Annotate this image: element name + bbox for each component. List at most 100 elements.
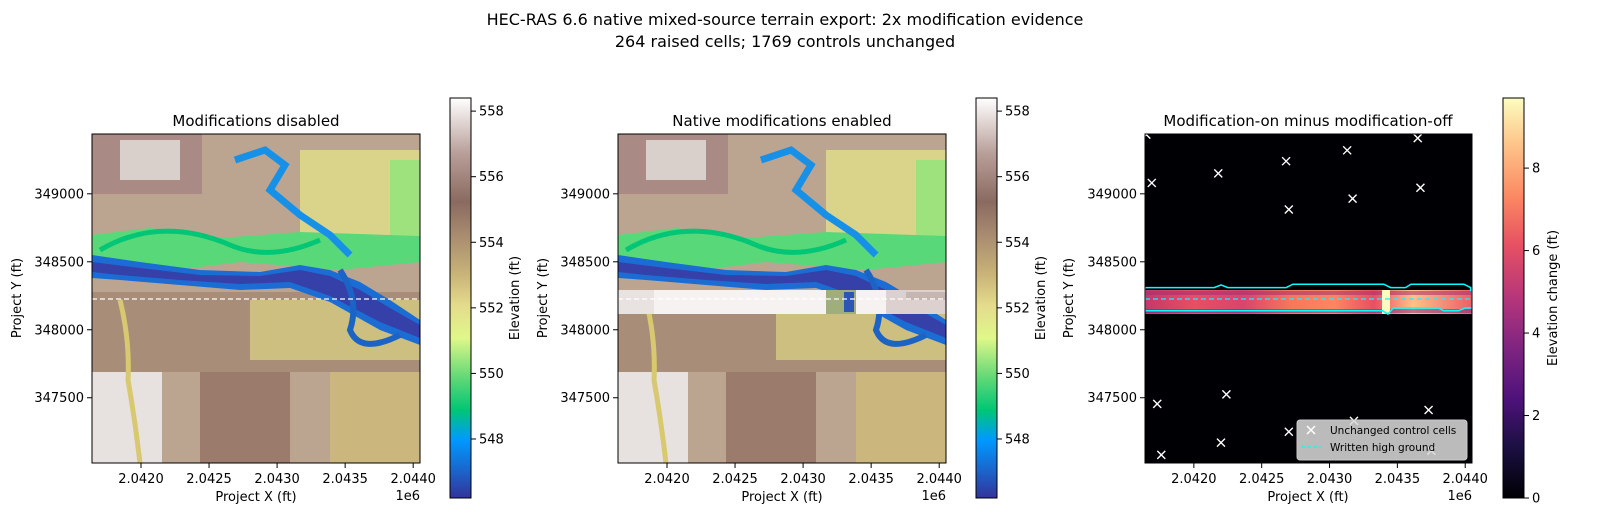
control-point-marker: [1415, 183, 1425, 193]
panel2-ytick-label: 347500: [560, 391, 610, 406]
panel1-xlabel: Project X (ft): [215, 490, 296, 505]
panel2-ytick-label: 348000: [560, 323, 610, 338]
control-point-stroke: [1281, 156, 1291, 166]
panel2-ytick-label: 349000: [560, 187, 610, 202]
panel2-x-offset: 1e6: [921, 489, 946, 504]
control-point-stroke: [1216, 438, 1226, 448]
panel2-colorbar-tick-label: 558: [1005, 105, 1030, 120]
control-point-marker: [1147, 178, 1157, 188]
control-point-stroke: [1342, 145, 1352, 155]
panel2-colorbar-tick-label: 556: [1005, 170, 1030, 185]
panel3-frame: [1144, 133, 1473, 464]
panel3-colorbar-tick-label: 6: [1532, 244, 1540, 259]
panel3-legend: Unchanged control cells Written high gro…: [1296, 419, 1468, 461]
panel2-xtick-label: 2.0420: [644, 472, 690, 487]
panel2-colorbar: [975, 97, 998, 499]
control-point-marker: [1152, 399, 1162, 409]
panel3-ytick-label: 347500: [1087, 391, 1137, 406]
control-point-stroke: [1221, 389, 1231, 399]
panel3-colorbar: [1502, 97, 1525, 499]
figure-title-line2: 264 raised cells; 1769 controls unchange…: [615, 32, 955, 51]
panel1-xtick-label: 2.0430: [254, 472, 300, 487]
panel1-colorbar: [449, 97, 472, 499]
panel1-x-offset: 1e6: [395, 489, 420, 504]
panel3-colorbar-label: Elevation change (ft): [1546, 230, 1561, 366]
control-point-stroke: [1284, 204, 1294, 214]
panel3-xtick-label: 2.0425: [1239, 472, 1285, 487]
control-point-stroke: [1415, 183, 1425, 193]
control-point-stroke: [1424, 405, 1434, 415]
legend-entry-high-ground: Written high ground: [1330, 442, 1435, 454]
control-point-marker: [1156, 450, 1166, 460]
panel1-colorbar-tick-label: 552: [479, 301, 504, 316]
panel2-ytick-label: 348500: [560, 255, 610, 270]
panel2-axis-ticks: 2.0420 2.0425 2.0430 2.0435 2.0440 347500 3480…: [560, 187, 962, 487]
panel1-xtick-label: 2.0440: [390, 472, 436, 487]
control-point-stroke: [1152, 399, 1162, 409]
control-point-marker: [1284, 204, 1294, 214]
control-point-stroke: [1145, 134, 1149, 138]
panel3-control-points: [1145, 134, 1436, 460]
panel2-title: Native modifications enabled: [672, 112, 891, 130]
panel2-colorbar-tick-label: 552: [1005, 301, 1030, 316]
control-point-marker: [1281, 156, 1291, 166]
panel3-ylabel: Project Y (ft): [1062, 258, 1077, 338]
panel2-colorbar-label: Elevation (ft): [1034, 256, 1049, 340]
control-point-stroke: [1156, 450, 1166, 460]
panel1-ytick-label: 348000: [34, 323, 84, 338]
panel1-ytick-label: 349000: [34, 187, 84, 202]
panel3-xlabel: Project X (ft): [1267, 490, 1348, 505]
panel-modifications-disabled: Modifications disabled 2.0420 2.0425 2.043…: [10, 97, 523, 505]
panel3-colorbar-tick-label: 0: [1532, 492, 1540, 507]
panel1-xtick-label: 2.0435: [322, 472, 368, 487]
panel2-colorbar-tick-label: 550: [1005, 367, 1030, 382]
panel2-xtick-label: 2.0440: [916, 472, 962, 487]
panel1-colorbar-tick-label: 548: [479, 432, 504, 447]
panel1-colorbar-ticks: 548 550 552 554 556 558: [471, 105, 504, 447]
panel3-colorbar-ticks: 0 2 4 6 8: [1524, 162, 1540, 507]
panel1-axis-ticks: 2.0420 2.0425 2.0430 2.0435 2.0440 347500 3480…: [34, 187, 436, 487]
panel1-terrain-map: [92, 134, 420, 463]
panel1-xtick-label: 2.0425: [186, 472, 232, 487]
panel3-xtick-label: 2.0435: [1375, 472, 1421, 487]
panel2-xtick-label: 2.0435: [848, 472, 894, 487]
control-point-marker: [1284, 427, 1294, 437]
panel1-colorbar-tick-label: 554: [479, 236, 504, 251]
control-point-stroke: [1348, 194, 1358, 204]
panel3-axis-ticks: 2.0420 2.0425 2.0430 2.0435 2.0440 347500 3480…: [1087, 187, 1488, 487]
panel2-xtick-label: 2.0425: [712, 472, 758, 487]
control-point-stroke: [1284, 427, 1294, 437]
panel1-colorbar-tick-label: 550: [479, 367, 504, 382]
panel-modifications-enabled: Native modifications enabled: [536, 97, 1049, 505]
panel3-x-offset: 1e6: [1447, 489, 1472, 504]
control-point-marker: [1221, 389, 1231, 399]
panel3-title: Modification-on minus modification-off: [1163, 112, 1453, 130]
figure-title-line1: HEC-RAS 6.6 native mixed-source terrain …: [487, 10, 1084, 29]
panel1-ylabel: Project Y (ft): [10, 258, 25, 338]
panel2-xtick-label: 2.0430: [780, 472, 826, 487]
panel1-frame: [91, 133, 421, 464]
panel2-frame: [617, 133, 947, 464]
panel1-ytick-label: 347500: [34, 391, 84, 406]
panel1-xtick-label: 2.0420: [118, 472, 164, 487]
control-point-stroke: [1413, 134, 1423, 143]
control-point-marker: [1213, 168, 1223, 178]
panel2-ylabel: Project Y (ft): [536, 258, 551, 338]
panel3-colorbar-tick-label: 8: [1532, 162, 1540, 177]
panel3-ytick-label: 348500: [1087, 255, 1137, 270]
control-point-marker: [1216, 438, 1226, 448]
panel2-xlabel: Project X (ft): [741, 490, 822, 505]
control-point-marker: [1342, 145, 1352, 155]
panel1-colorbar-label: Elevation (ft): [508, 256, 523, 340]
control-point-marker: [1413, 134, 1423, 143]
legend-marker-control: [1306, 425, 1316, 435]
panel3-high-ground-outline: [1145, 283, 1472, 316]
control-point-marker: [1348, 194, 1358, 204]
panel1-title: Modifications disabled: [172, 112, 339, 130]
panel1-colorbar-tick-label: 556: [479, 170, 504, 185]
panel2-colorbar-tick-label: 554: [1005, 236, 1030, 251]
panel3-xtick-label: 2.0420: [1171, 472, 1217, 487]
panel1-colorbar-tick-label: 558: [479, 105, 504, 120]
panel3-xtick-label: 2.0440: [1442, 472, 1488, 487]
panel1-ytick-label: 348500: [34, 255, 84, 270]
